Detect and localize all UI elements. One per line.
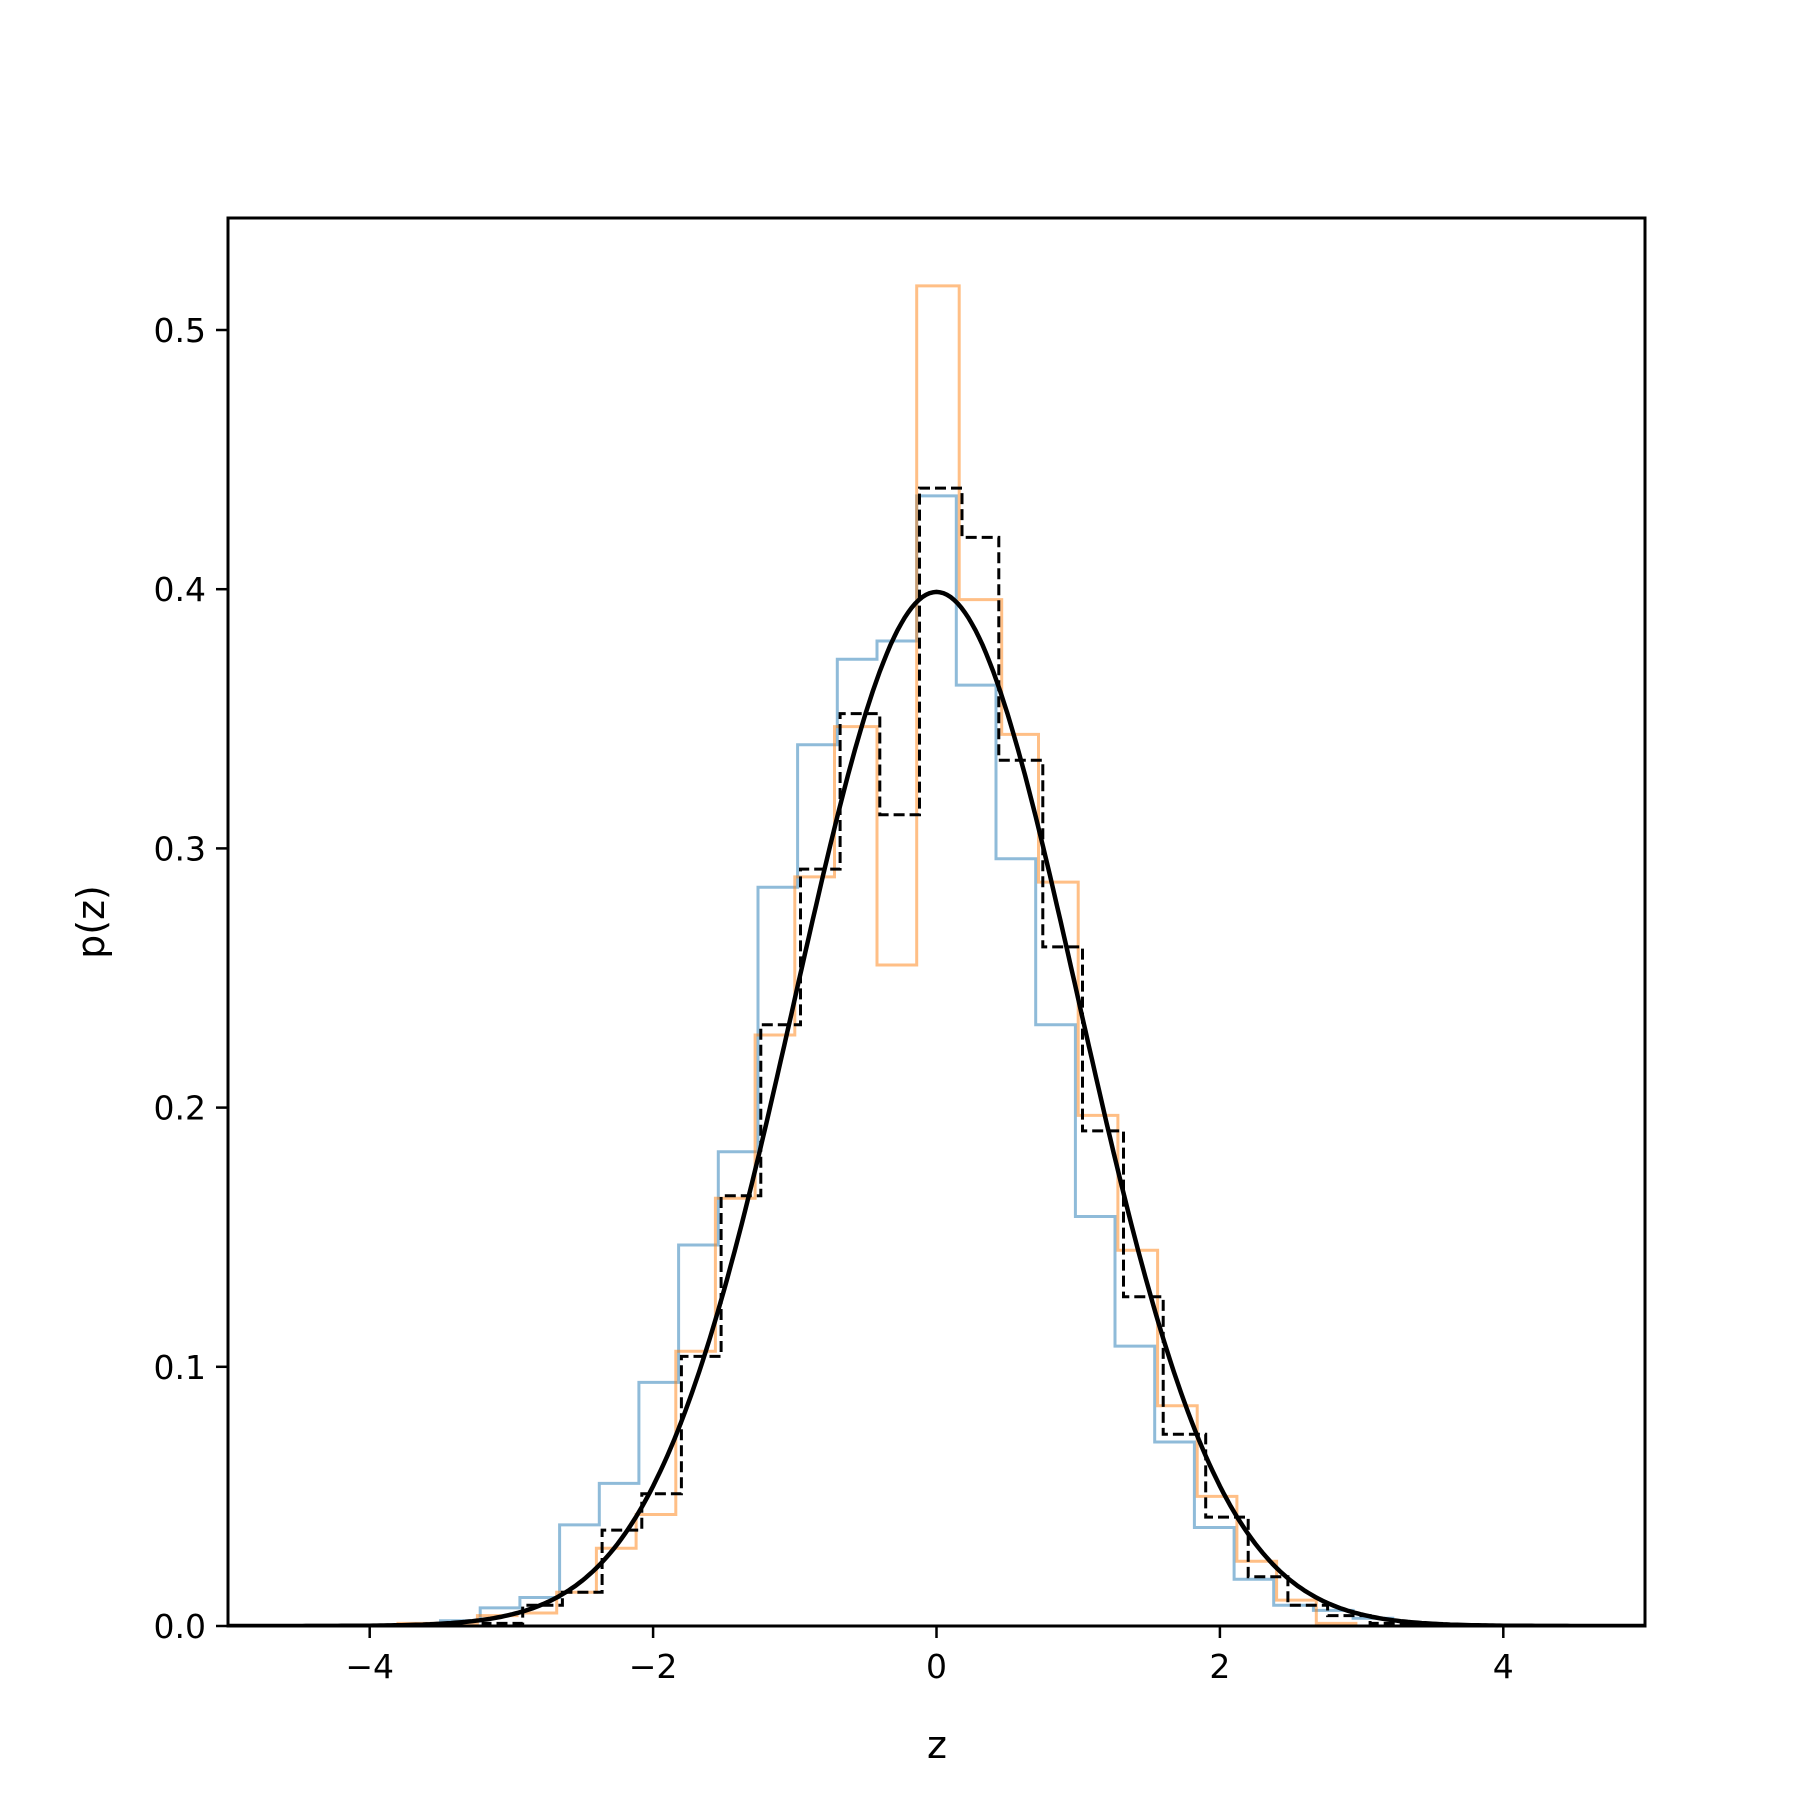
x-axis-label: z — [927, 1723, 947, 1767]
axes-frame — [226, 216, 1647, 1628]
plot-area — [228, 284, 1645, 1626]
y-tick-label: 0.4 — [154, 570, 206, 609]
y-axis-label: p(z) — [69, 885, 113, 959]
normal-pdf-curve — [228, 589, 1645, 1626]
y-axis: 0.0 0.1 0.2 0.3 0.4 0.5 — [154, 311, 228, 1646]
histogram-series-3 — [481, 486, 1415, 1626]
y-tick-label: 0.3 — [154, 829, 206, 868]
x-tick-label: 4 — [1493, 1647, 1514, 1686]
x-tick-label: −2 — [629, 1647, 678, 1686]
y-tick-label: 0.0 — [154, 1607, 206, 1646]
x-tick-label: 2 — [1209, 1647, 1230, 1686]
y-tick-label: 0.1 — [154, 1348, 206, 1387]
x-tick-label: 0 — [926, 1647, 947, 1686]
y-tick-label: 0.5 — [154, 311, 206, 350]
x-axis: −4 −2 0 2 4 — [345, 1626, 1514, 1686]
histogram-series-2 — [396, 284, 1358, 1626]
y-tick-label: 0.2 — [154, 1089, 206, 1128]
x-tick-label: −4 — [345, 1647, 394, 1686]
